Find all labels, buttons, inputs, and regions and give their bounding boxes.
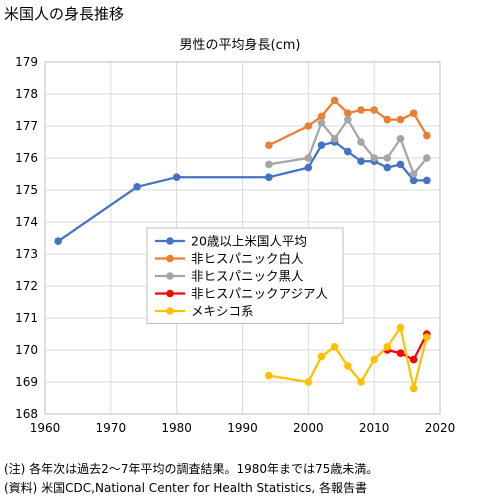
- data-point: [383, 115, 392, 124]
- data-point: [409, 384, 418, 393]
- series-1: [265, 96, 431, 149]
- y-tick-label: 171: [15, 311, 38, 325]
- data-point: [370, 106, 378, 114]
- data-point: [330, 135, 339, 143]
- data-point: [133, 183, 141, 191]
- x-tick-label: 1970: [96, 421, 127, 435]
- data-point: [396, 135, 405, 143]
- legend-item: 20歳以上米国人平均: [155, 234, 307, 249]
- data-point: [357, 378, 365, 386]
- series-4: [265, 323, 431, 393]
- legend-marker: [166, 254, 174, 263]
- y-tick-label: 170: [15, 343, 38, 357]
- data-point: [344, 147, 352, 156]
- axes: 168 169 170 171 172 173 174 175 176 177 178 179 1960…: [15, 55, 455, 435]
- data-point: [409, 176, 418, 185]
- plot-area-border: [44, 61, 441, 415]
- y-tick-label: 176: [15, 151, 38, 165]
- data-point: [357, 106, 365, 114]
- data-point: [370, 355, 378, 364]
- y-tick-label: 172: [15, 279, 38, 293]
- data-point: [265, 371, 273, 380]
- x-tick-label: 2010: [359, 421, 390, 435]
- data-point: [317, 112, 326, 121]
- data-point: [344, 115, 352, 124]
- data-point: [265, 173, 273, 181]
- data-point: [423, 176, 431, 185]
- y-tick-label: 175: [15, 183, 38, 197]
- legend-label: メキシコ系: [191, 304, 254, 319]
- data-point: [396, 323, 405, 332]
- legend-item: 非ヒスパニック黒人: [155, 269, 304, 284]
- series-2: [265, 115, 431, 178]
- data-point: [423, 154, 431, 162]
- data-point: [396, 349, 405, 358]
- data-point: [409, 170, 418, 178]
- data-point: [370, 154, 378, 162]
- legend-label: 20歳以上米国人平均: [191, 234, 307, 249]
- data-point: [330, 96, 339, 105]
- x-tick-label: 2000: [293, 421, 324, 435]
- legend-label: 非ヒスパニック白人: [191, 251, 304, 266]
- data-point: [344, 362, 352, 370]
- note-line: (注) 各年次は過去2～7年平均の調査結果。1980年までは75歳未満。: [4, 462, 379, 476]
- series-line: [268, 326, 428, 390]
- x-tick-label: 1980: [161, 421, 192, 435]
- data-point: [423, 333, 431, 342]
- data-point: [172, 173, 181, 181]
- data-point: [265, 160, 273, 169]
- data-point: [304, 122, 313, 130]
- data-point: [357, 138, 365, 146]
- legend: 20歳以上米国人平均非ヒスパニック白人非ヒスパニック黒人非ヒスパニックアジア人メ…: [146, 227, 344, 324]
- data-point: [409, 355, 418, 364]
- data-point: [304, 154, 313, 162]
- series-group: [54, 96, 431, 393]
- y-tick-label: 179: [15, 55, 38, 69]
- data-point: [409, 109, 418, 117]
- y-tick-label: 178: [15, 87, 38, 101]
- source-line: (資料) 米国CDC,National Center for Health St…: [4, 481, 368, 495]
- y-tick-label: 173: [15, 247, 38, 261]
- data-point: [54, 237, 62, 245]
- data-point: [330, 343, 339, 351]
- data-point: [383, 163, 392, 172]
- data-point: [265, 141, 273, 149]
- data-point: [317, 352, 326, 361]
- legend-marker: [166, 289, 174, 298]
- data-point: [396, 115, 405, 124]
- y-tick-label: 174: [15, 215, 38, 229]
- y-tick-label: 177: [15, 119, 38, 133]
- data-point: [344, 109, 352, 117]
- legend-label: 非ヒスパニック黒人: [191, 269, 304, 284]
- data-point: [317, 141, 326, 149]
- data-point: [317, 119, 326, 127]
- x-tick-label: 2020: [425, 421, 456, 435]
- legend-marker: [166, 307, 174, 315]
- data-point: [304, 378, 313, 386]
- data-point: [304, 163, 313, 172]
- legend-item: 非ヒスパニックアジア人: [155, 286, 329, 301]
- y-tick-label: 168: [15, 407, 38, 421]
- y-tick-label: 169: [15, 375, 38, 389]
- x-tick-label: 1960: [30, 421, 61, 435]
- data-point: [383, 154, 392, 162]
- data-point: [357, 157, 365, 165]
- legend-label: 非ヒスパニックアジア人: [191, 286, 329, 301]
- page-title: 米国人の身長推移: [4, 5, 125, 23]
- legend-item: 非ヒスパニック白人: [155, 251, 304, 266]
- data-point: [423, 131, 431, 140]
- x-tick-label: 1990: [227, 421, 258, 435]
- legend-marker: [166, 237, 174, 245]
- line-chart: 男性の平均身長(cm) 1681691701711721731741751761…: [15, 37, 455, 435]
- notes: (注) 各年次は過去2～7年平均の調査結果。1980年までは75歳未満。 (資料…: [4, 460, 378, 498]
- data-point: [383, 343, 392, 351]
- chart-title: 男性の平均身長(cm): [180, 37, 301, 53]
- legend-item: メキシコ系: [155, 304, 254, 319]
- data-point: [396, 160, 405, 169]
- legend-marker: [166, 272, 174, 280]
